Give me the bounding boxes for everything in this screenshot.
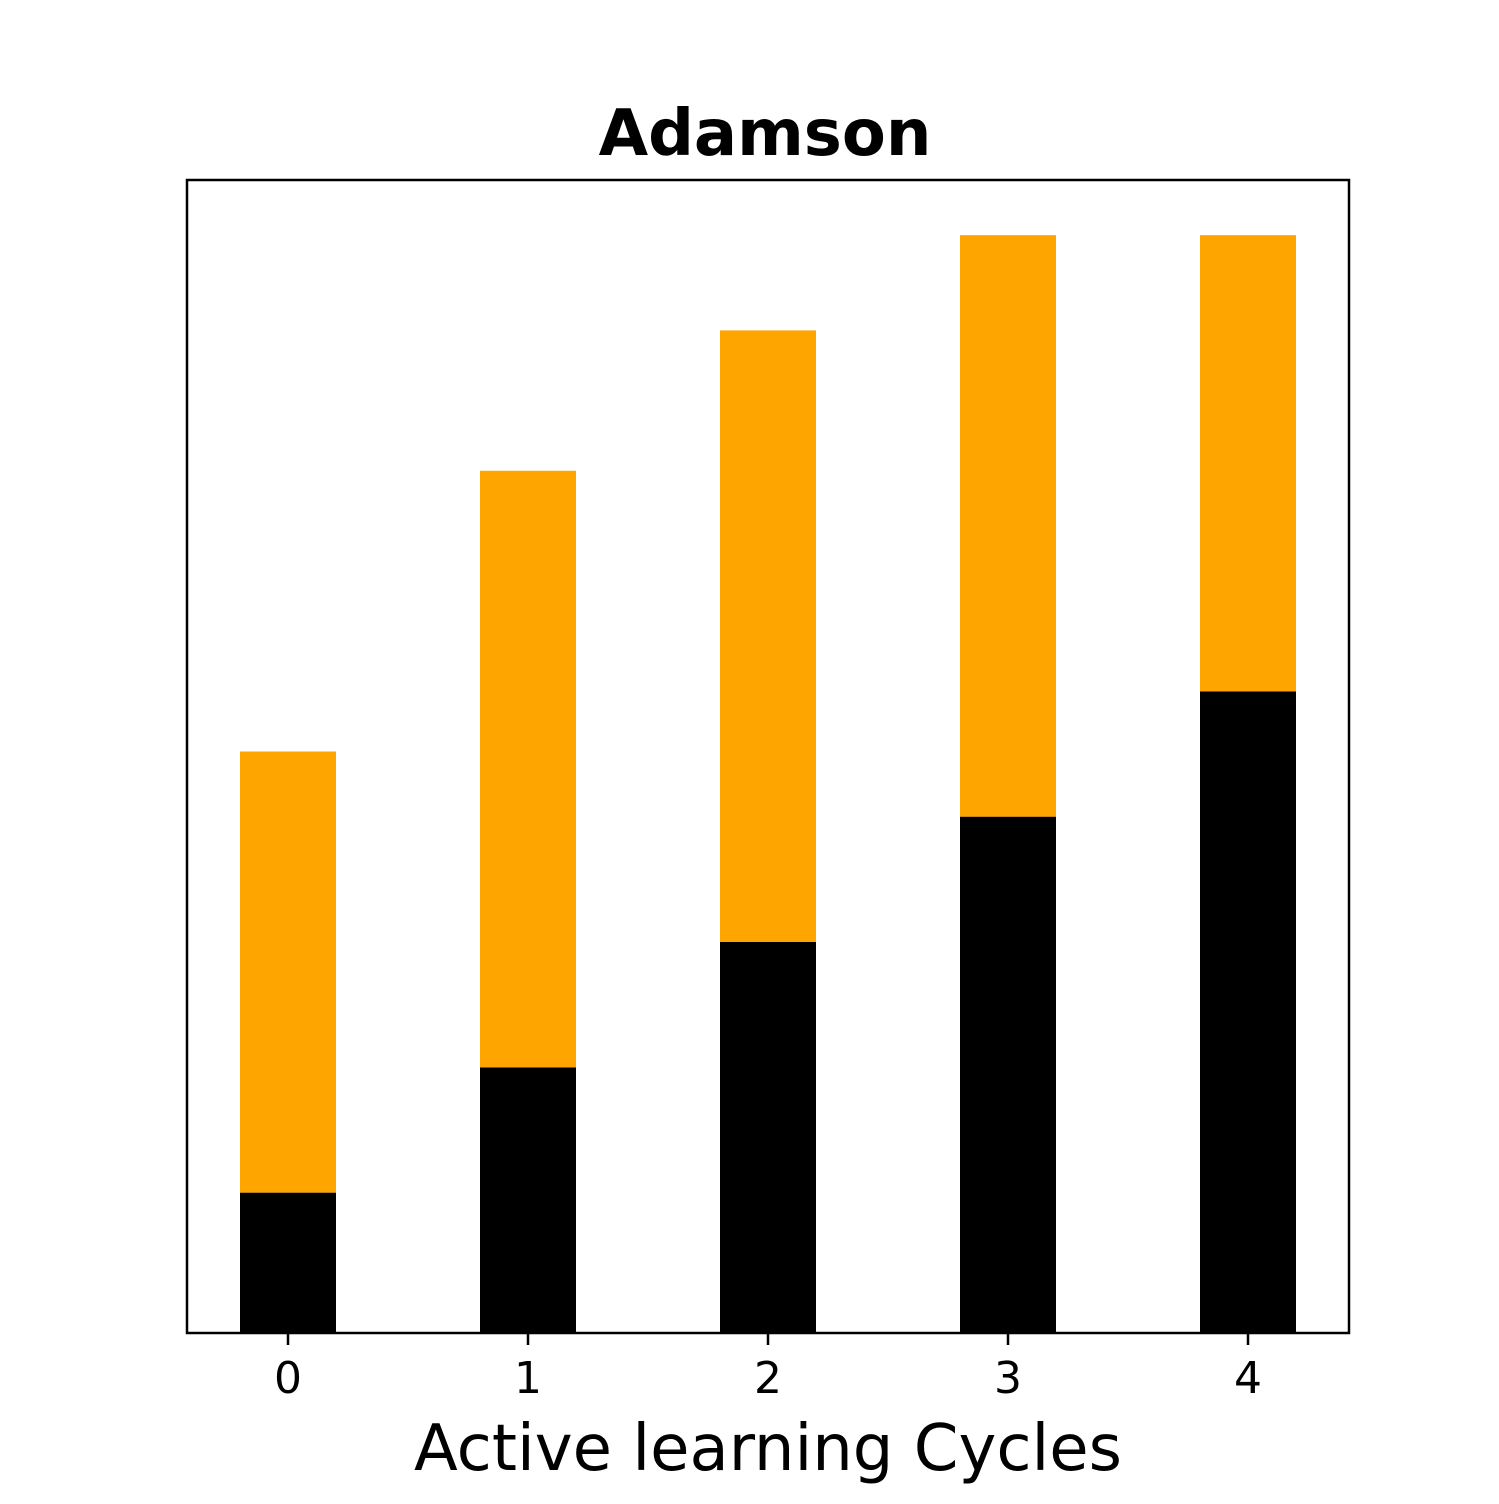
bar-segment-series-1-cycle-4 [1200,235,1296,692]
x-tick-label: 1 [514,1353,542,1404]
x-tick-label: 2 [754,1353,782,1404]
x-axis-ticks: 0 1 2 3 4 [274,1333,1262,1404]
bar-segment-series-1-cycle-2 [720,330,816,942]
x-tick-label: 4 [1234,1353,1262,1404]
x-axis-label: Active learning Cycles [414,1412,1122,1486]
bars-layer [240,235,1296,1333]
bar-segment-series-0-cycle-1 [480,1067,576,1333]
x-tick-label: 0 [274,1353,302,1404]
bar-segment-series-0-cycle-0 [240,1192,336,1333]
bar-segment-series-1-cycle-3 [960,235,1056,817]
bar-segment-series-0-cycle-2 [720,941,816,1333]
x-tick-label: 3 [994,1353,1022,1404]
bar-segment-series-0-cycle-4 [1200,691,1296,1333]
chart-title: Adamson [599,97,932,171]
bar-segment-series-1-cycle-1 [480,470,576,1068]
bar-segment-series-0-cycle-3 [960,816,1056,1333]
bar-segment-series-1-cycle-0 [240,751,336,1193]
